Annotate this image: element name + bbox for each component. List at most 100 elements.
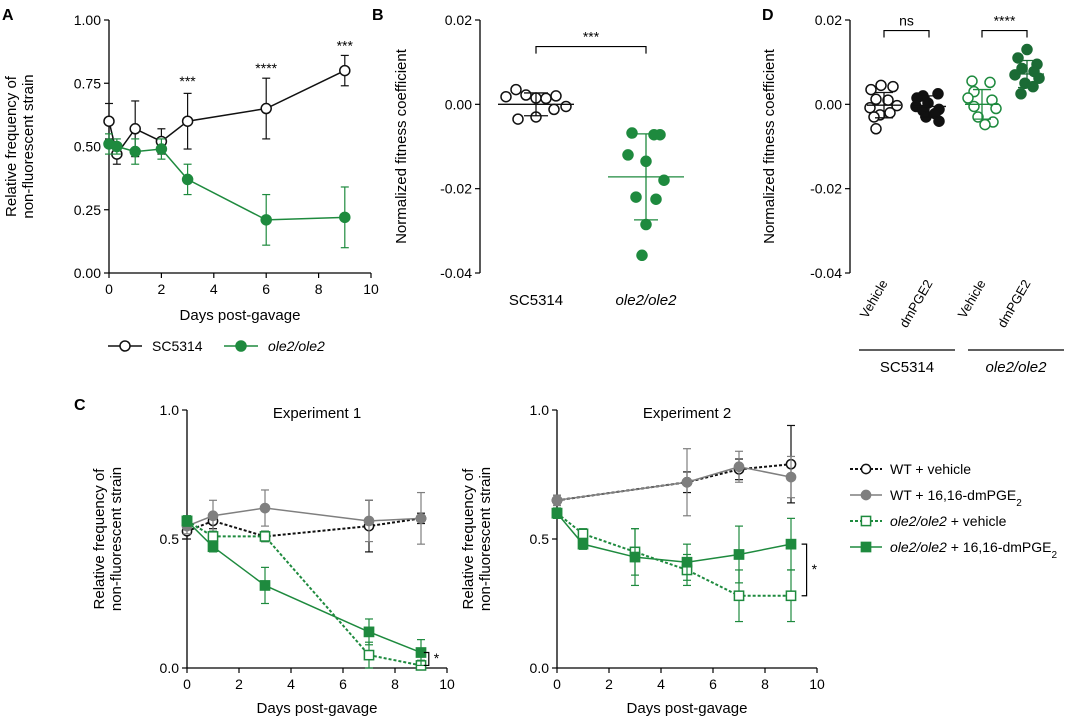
category-label: Vehicle <box>857 277 891 321</box>
x-axis-title: Days post-gavage <box>627 700 748 717</box>
y-tick-label: -0.02 <box>440 181 472 197</box>
data-point-3 <box>259 580 271 591</box>
significance-label: **** <box>994 13 1016 29</box>
data-point-group-0 <box>512 113 524 125</box>
x-axis-title: Days post-gavage <box>180 307 301 324</box>
x-tick-label: 2 <box>235 676 243 692</box>
data-point-2 <box>733 590 745 602</box>
x-axis-title: Days post-gavage <box>257 700 378 717</box>
category-label: dmPGE2 <box>994 277 1033 330</box>
x-tick-label: 10 <box>363 281 379 297</box>
data-point-group-2 <box>966 75 978 87</box>
legend-marker <box>860 489 872 501</box>
series-line-0 <box>186 517 422 538</box>
data-point-2 <box>207 531 219 542</box>
data-point-1 <box>181 173 194 186</box>
data-point-2 <box>577 528 589 540</box>
data-point-1 <box>111 140 123 153</box>
data-point-group-1 <box>658 174 670 186</box>
y-axis-title: Normalized fitness coefficient <box>761 48 778 244</box>
x-tick-label: 6 <box>262 281 270 297</box>
category-label: Vehicle <box>955 277 989 321</box>
data-point-1 <box>339 211 351 224</box>
significance-bracket <box>981 29 1028 38</box>
y-tick-label: 0.25 <box>74 202 101 218</box>
data-point-group-3 <box>1027 80 1039 93</box>
data-point-0 <box>260 102 272 115</box>
significance-bracket <box>883 29 930 38</box>
y-tick-label: 0.75 <box>74 75 101 91</box>
legend-label-text: WT + 16,16-dmPGE <box>890 487 1016 503</box>
panel-letter-a: A <box>2 7 14 24</box>
y-tick-label: 0.0 <box>530 660 550 676</box>
x-tick-label: 10 <box>439 676 455 692</box>
data-point-group-0 <box>550 90 562 102</box>
y-tick-label: 0.00 <box>815 96 842 112</box>
x-tick-label: 8 <box>391 676 399 692</box>
x-tick-label: 4 <box>657 676 665 692</box>
data-point-group-3 <box>1012 52 1024 64</box>
significance-bracket <box>535 45 647 54</box>
data-point-1 <box>733 461 745 473</box>
data-point-group-3 <box>1033 72 1045 84</box>
data-point-0 <box>181 115 194 127</box>
data-point-3 <box>629 551 641 563</box>
y-tick-label: 1.0 <box>160 402 180 418</box>
panel-a-legend: SC5314 ole2/ole2 <box>108 338 325 354</box>
data-point-1 <box>785 471 797 483</box>
data-point-3 <box>785 538 797 550</box>
data-point-0 <box>103 115 115 127</box>
data-point-2 <box>785 590 797 602</box>
x-tick-label: 10 <box>809 676 825 692</box>
y-axis-title: Normalized fitness coefficient <box>393 48 410 244</box>
legend-label: WT + vehicle <box>890 461 971 477</box>
data-point-group-0 <box>865 83 877 96</box>
data-point-group-1 <box>933 115 945 127</box>
x-tick-label: 6 <box>709 676 717 692</box>
legend-label-text: + vehicle <box>947 513 1007 529</box>
data-point-3 <box>551 507 563 519</box>
series-line-2 <box>186 520 422 667</box>
category-label: dmPGE2 <box>896 277 935 330</box>
y-tick-label: 1.00 <box>74 12 101 28</box>
data-point-group-2 <box>968 100 980 113</box>
data-point-3 <box>681 556 693 568</box>
y-tick-label: -0.02 <box>810 181 842 197</box>
y-tick-label: 0.00 <box>445 96 472 112</box>
legend-label: ole2/ole2 + vehicle <box>890 513 1007 529</box>
data-point-group-0 <box>500 90 512 103</box>
group-label: ole2/ole2 <box>986 359 1048 376</box>
data-point-1 <box>129 145 141 158</box>
data-point-group-1 <box>654 128 666 141</box>
significance-bracket <box>801 543 808 597</box>
legend-marker <box>860 515 872 527</box>
x-tick-label: 8 <box>315 281 323 297</box>
data-point-group-3 <box>1021 43 1033 56</box>
data-point-group-2 <box>962 92 974 104</box>
data-point-group-1 <box>636 249 648 262</box>
y-tick-label: -0.04 <box>440 265 472 281</box>
data-point-group-0 <box>540 92 552 105</box>
data-point-group-0 <box>870 123 882 135</box>
series-line-0 <box>108 69 346 156</box>
y-axis-title-line: non-fluorescent strain <box>477 467 494 611</box>
data-point-group-0 <box>520 89 532 101</box>
significance-label: * <box>434 650 440 666</box>
x-tick-label: 6 <box>339 676 347 692</box>
y-tick-label: 0.02 <box>445 12 472 28</box>
y-axis-title-line: Relative frequency of <box>91 468 108 610</box>
data-point-group-0 <box>510 83 522 96</box>
data-point-group-0 <box>884 107 896 119</box>
panel-letter-c: C <box>74 397 86 414</box>
legend-label-italic: ole2/ole2 <box>890 513 947 529</box>
y-tick-label: 0.50 <box>74 139 101 155</box>
data-point-1 <box>363 515 375 527</box>
legend-label: ole2/ole2 + 16,16-dmPGE2 <box>890 539 1058 561</box>
data-point-group-2 <box>990 102 1002 115</box>
data-point-group-1 <box>650 193 662 205</box>
y-tick-label: 0.0 <box>160 660 180 676</box>
y-axis-title-line: Relative frequency of <box>460 468 477 610</box>
legend-label-subscript: 2 <box>1052 550 1058 561</box>
data-point-1 <box>260 214 272 226</box>
